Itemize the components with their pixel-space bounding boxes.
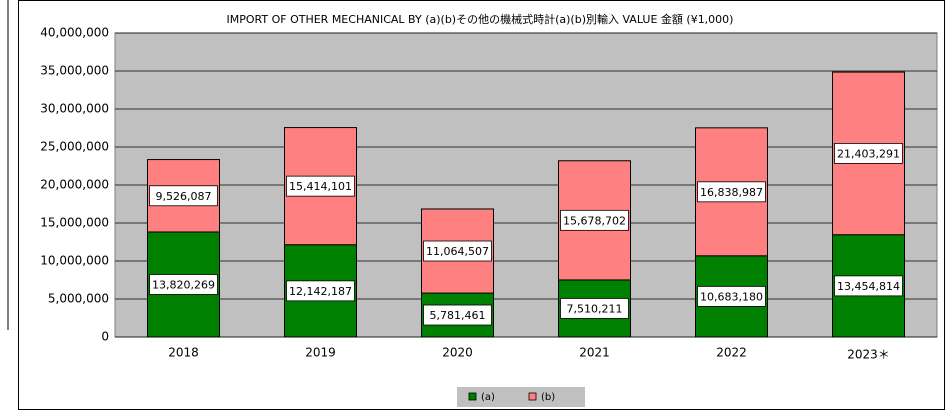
y-tick-label: 25,000,000: [40, 140, 109, 154]
value-label-box: [697, 286, 766, 307]
value-label-box: [149, 185, 218, 207]
value-label: 5,781,461: [430, 309, 486, 322]
value-label: 9,526,087: [156, 190, 212, 203]
value-label: 10,683,180: [700, 290, 763, 303]
chart-title: IMPORT OF OTHER MECHANICAL BY (a)(b)その他の…: [227, 12, 734, 26]
y-tick-label: 5,000,000: [48, 292, 109, 306]
value-label: 12,142,187: [289, 285, 352, 298]
value-label-box: [697, 181, 766, 203]
x-tick-label: 2018: [168, 346, 199, 360]
value-label-box: [834, 275, 903, 297]
value-label: 21,403,291: [837, 147, 900, 160]
value-label: 15,414,101: [289, 180, 352, 193]
legend-label: (a): [481, 392, 495, 403]
value-label-box: [560, 209, 629, 231]
x-tick-label: 2022: [716, 346, 747, 360]
y-tick-label: 30,000,000: [40, 102, 109, 116]
value-label-box: [423, 240, 492, 262]
y-tick-label: 10,000,000: [40, 254, 109, 268]
legend-swatch: [528, 392, 537, 401]
legend-swatch: [468, 392, 477, 401]
x-tick-label: 2023＊: [847, 348, 890, 362]
value-label-box: [834, 143, 903, 164]
value-label: 11,064,507: [426, 245, 489, 258]
legend-label: (b): [541, 392, 555, 403]
value-label-box: [560, 298, 629, 319]
y-tick-label: 40,000,000: [40, 26, 109, 40]
x-tick-label: 2019: [305, 346, 336, 360]
value-label-box: [423, 304, 492, 326]
value-label: 16,838,987: [700, 186, 763, 199]
y-tick-label: 0: [101, 330, 109, 344]
y-tick-label: 20,000,000: [40, 178, 109, 192]
x-tick-label: 2020: [442, 346, 473, 360]
value-label-box: [286, 175, 355, 197]
legend-box: [457, 387, 585, 407]
y-tick-label: 35,000,000: [40, 64, 109, 78]
value-label: 15,678,702: [563, 214, 626, 227]
value-label: 13,454,814: [837, 280, 900, 293]
value-label-box: [286, 280, 355, 302]
value-label-box: [149, 274, 218, 295]
value-label: 7,510,211: [567, 302, 623, 315]
y-tick-label: 15,000,000: [40, 216, 109, 230]
value-label: 13,820,269: [152, 278, 215, 291]
x-tick-label: 2021: [579, 346, 610, 360]
